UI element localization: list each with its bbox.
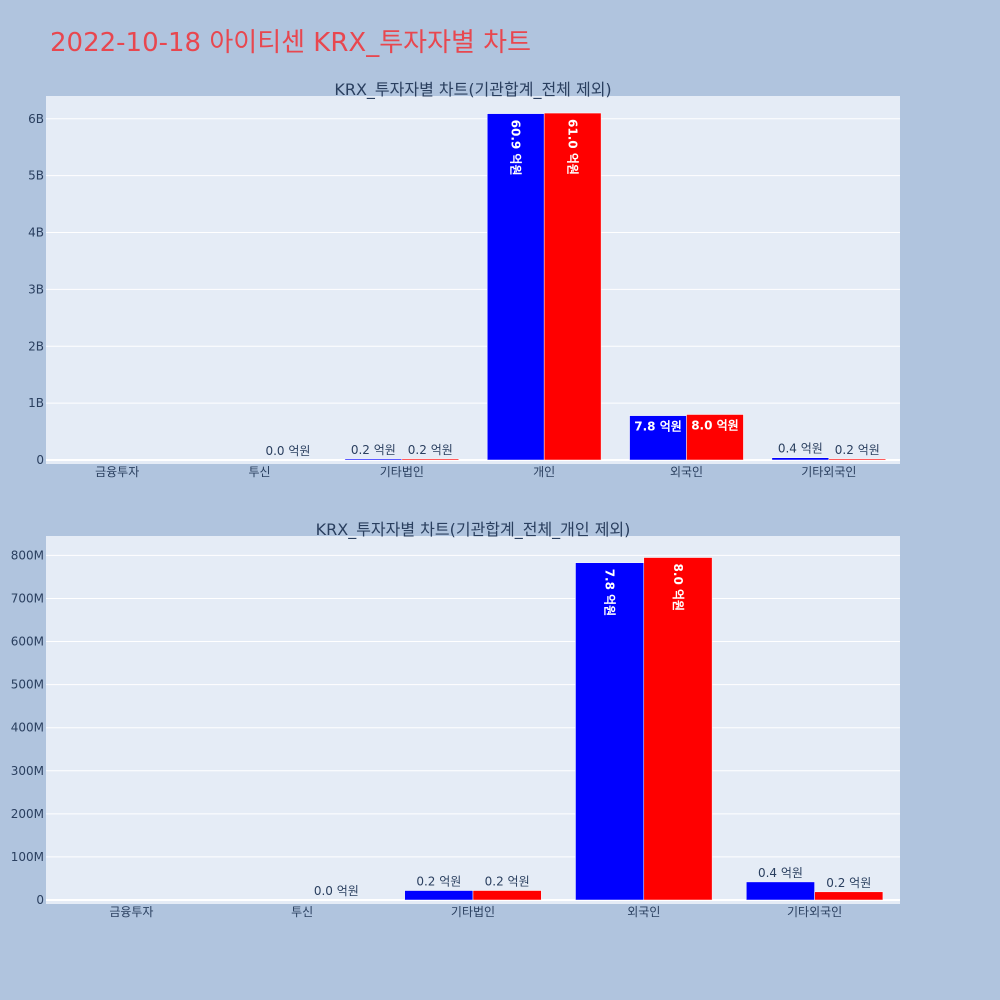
bar [401,458,460,461]
bar [746,881,815,901]
x-tick-label: 기타법인 [451,905,495,919]
data-label: 60.9 억원 [509,120,523,176]
bar [629,415,687,461]
data-label: 0.4 억원 [758,866,803,880]
page-title: 2022-10-18 아이티센 KRX_투자자별 차트 [50,28,532,58]
data-label: 0.2 억원 [416,875,461,889]
y-tick-label: 2B [28,339,44,353]
y-tick-label: 4B [28,226,44,240]
bar [643,557,713,901]
bar [686,414,744,461]
data-label: 61.0 억원 [566,119,580,175]
data-label: 7.8 억원 [603,569,617,617]
data-label: 0.2 억원 [408,443,453,457]
bar [486,113,545,461]
y-tick-label: 0 [36,453,44,467]
plot-area [46,96,900,464]
y-tick-label: 200M [11,807,44,821]
x-tick-label: 기타외국인 [787,905,842,919]
data-label: 0.2 억원 [835,443,880,457]
chart-1: 0 1B 2B 3B 4B 5B 6B KRX_투자자별 차트(기관합계_전체 제외) 금융투자… [28,80,900,479]
data-label: 8.0 억원 [671,564,685,612]
x-tick-label: 외국인 [670,465,703,479]
data-label: 0.2 억원 [485,875,530,889]
x-tick-label: 금융투자 [95,465,139,479]
x-tick-label: 투신 [291,905,313,919]
x-tick-label: 기타법인 [380,465,424,479]
x-tick-label: 투신 [248,465,270,479]
data-label: 8.0 억원 [691,419,739,433]
y-tick-label: 300M [11,764,44,778]
y-tick-label: 0 [36,893,44,907]
bar [771,457,830,461]
chart-title: KRX_투자자별 차트(기관합계_전체 제외) [334,80,611,100]
x-tick-label: 금융투자 [109,905,153,919]
bar [828,458,887,461]
y-tick-label: 600M [11,635,44,649]
y-tick-label: 500M [11,678,44,692]
bar [575,562,645,901]
bar [814,891,884,901]
y-tick-label: 3B [28,282,44,296]
chart-title: KRX_투자자별 차트(기관합계_전체_개인 제외) [316,520,631,540]
data-label: 0.4 억원 [778,442,823,456]
y-tick-label: 800M [11,548,44,562]
y-tick-label: 100M [11,850,44,864]
x-tick-label: 외국인 [627,905,660,919]
data-label: 0.0 억원 [265,444,310,458]
chart-2: 0 100M 200M 300M 400M 500M 600M 700M 800M KRX_투자자… [11,520,900,919]
y-tick-label: 700M [11,591,44,605]
y-tick-label: 400M [11,721,44,735]
y-tick-label: 6B [28,112,44,126]
y-tick-label: 5B [28,169,44,183]
data-label: 0.0 억원 [314,884,359,898]
data-label: 0.2 억원 [351,443,396,457]
x-tick-label: 개인 [533,465,555,479]
bar [344,458,403,461]
bar [404,890,474,901]
bar [472,890,542,901]
data-label: 0.2 억원 [826,876,871,890]
y-tick-label: 1B [28,396,44,410]
data-label: 7.8 억원 [634,420,682,434]
plot-area [46,536,900,904]
x-tick-label: 기타외국인 [801,465,856,479]
bar [543,112,602,461]
